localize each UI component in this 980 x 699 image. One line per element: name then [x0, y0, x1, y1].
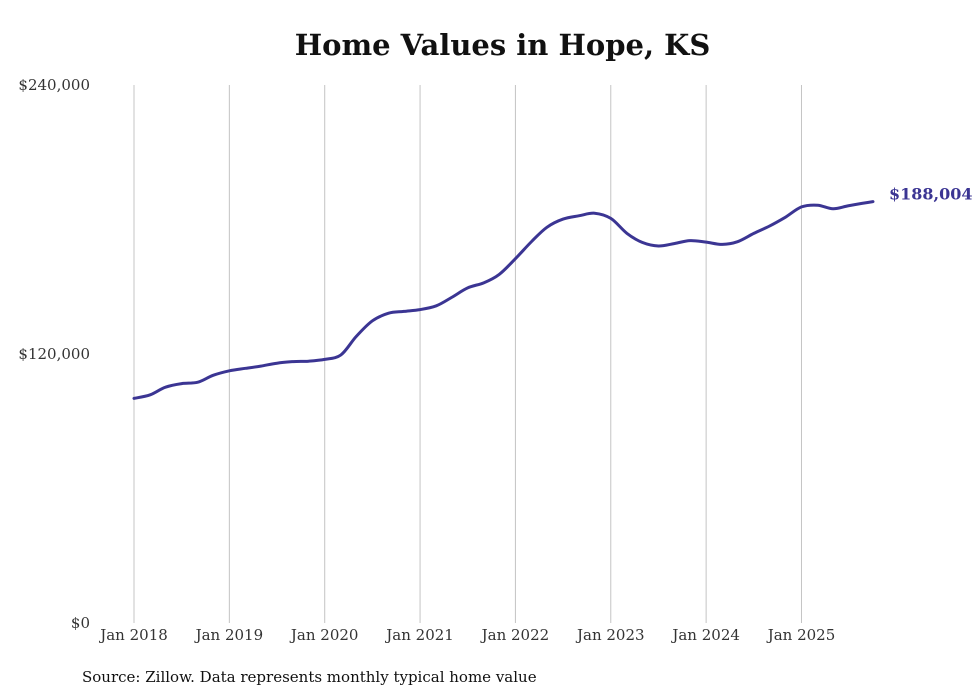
gridlines	[133, 85, 802, 623]
y-axis-ticks: $0 $120,000 $240,000	[18, 76, 90, 632]
x-tick-label: Jan 2024	[670, 626, 740, 644]
y-tick-label: $0	[71, 614, 90, 632]
end-label-layer: $188,004	[889, 185, 973, 204]
series-line-0	[132, 200, 875, 400]
chart-title: Home Values in Hope, KS	[294, 28, 711, 62]
x-axis-ticks: Jan 2018 Jan 2019 Jan 2020 Jan 2021 Jan 2022…	[98, 626, 835, 644]
end-value-label: $188,004	[889, 185, 973, 204]
y-tick-label: $240,000	[18, 76, 90, 94]
x-tick-label: Jan 2020	[289, 626, 359, 644]
x-tick-label: Jan 2019	[194, 626, 264, 644]
y-tick-label: $120,000	[18, 345, 90, 363]
x-tick-label: Jan 2025	[766, 626, 836, 644]
x-tick-label: Jan 2018	[98, 626, 168, 644]
source-note: Source: Zillow. Data represents monthly …	[82, 668, 537, 686]
x-tick-label: Jan 2021	[384, 626, 454, 644]
x-tick-label: Jan 2022	[480, 626, 550, 644]
series-layer	[132, 200, 875, 400]
x-tick-label: Jan 2023	[575, 626, 645, 644]
